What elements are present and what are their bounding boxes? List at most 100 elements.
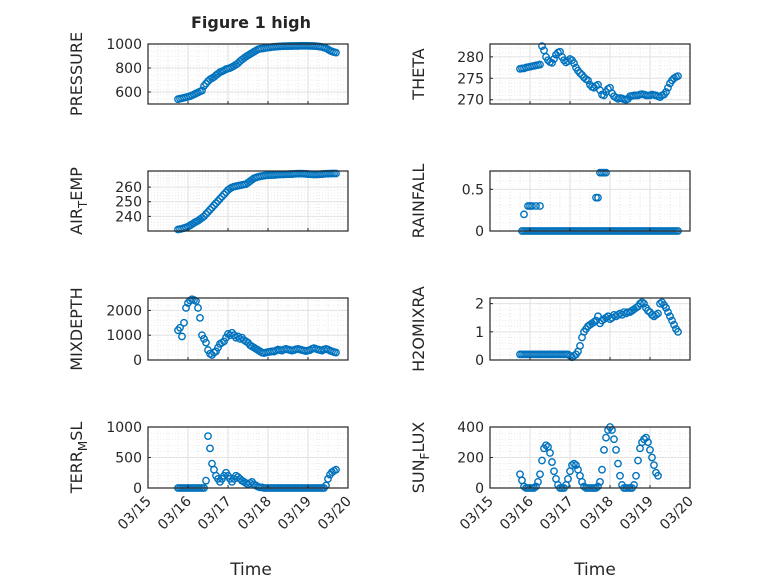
y-tick-label: 0	[133, 481, 142, 497]
data-point	[536, 470, 544, 479]
y-tick-label: 0	[475, 224, 484, 240]
data-point	[220, 337, 228, 346]
data-point	[596, 477, 604, 486]
data-point	[564, 474, 572, 483]
data-point	[670, 320, 678, 329]
subplot-pressure: 600 800 1000 PRESSURE	[67, 32, 349, 116]
data-point	[198, 331, 206, 340]
y-axis-label: TERRMSL	[67, 422, 90, 495]
y-tick-label: 1000	[106, 420, 142, 436]
data-point	[644, 438, 652, 447]
data-point	[550, 467, 558, 476]
x-axis-label-left: Time	[229, 560, 272, 580]
data-point	[520, 210, 528, 219]
data-point	[614, 459, 622, 468]
x-tick-label: 03/16	[497, 493, 537, 533]
data-point	[528, 202, 536, 210]
y-axis-label: AIRTEMP	[67, 167, 90, 235]
data-series	[174, 295, 340, 359]
data-point	[632, 471, 640, 480]
data-point	[538, 42, 546, 51]
data-point	[218, 192, 226, 201]
x-tick-label: 03/18	[235, 494, 275, 534]
data-point	[634, 456, 642, 465]
data-point	[204, 208, 212, 216]
subplot-sun-flux: 0 200 400 03/15 03/16 03/17 03/18 03/19 03/20 SUN…	[409, 420, 697, 533]
y-tick-label: 250	[115, 195, 142, 211]
data-point	[546, 449, 554, 457]
data-point	[578, 477, 586, 486]
data-point	[594, 312, 602, 321]
data-point	[594, 482, 602, 491]
data-point	[550, 55, 558, 63]
x-tick-label: 03/19	[275, 494, 315, 534]
x-tick-label: 03/17	[195, 494, 235, 534]
x-tick-label: 03/15	[115, 494, 155, 534]
data-point	[570, 59, 578, 68]
data-point	[602, 168, 610, 177]
data-point	[332, 48, 340, 57]
data-point	[666, 312, 674, 321]
y-tick-label: 200	[457, 451, 484, 467]
y-tick-label: 2000	[106, 303, 142, 319]
data-point	[204, 432, 212, 441]
data-point	[642, 433, 650, 442]
axes-box	[147, 170, 349, 232]
data-point	[568, 461, 576, 470]
y-tick-label: 400	[457, 420, 484, 436]
data-point	[674, 72, 682, 81]
y-axis-label: MIXDEPTH	[67, 287, 86, 370]
data-point	[214, 197, 222, 205]
y-tick-label: 240	[115, 209, 142, 225]
y-axis-label: SUNFLUX	[409, 422, 432, 494]
data-point	[194, 304, 202, 312]
y-tick-label: 0	[133, 353, 142, 369]
y-tick-label: 275	[457, 71, 484, 87]
data-point	[202, 338, 210, 347]
y-axis-label: THETA	[409, 48, 428, 100]
data-point	[610, 435, 618, 444]
axes-box	[489, 43, 691, 105]
data-point	[534, 477, 542, 486]
data-series	[516, 298, 682, 362]
data-point	[570, 459, 578, 468]
data-point	[646, 445, 654, 454]
data-point	[212, 199, 220, 208]
data-point	[200, 212, 208, 221]
data-point	[594, 193, 602, 202]
data-point	[198, 86, 206, 95]
x-tick-label: 03/15	[457, 494, 497, 534]
y-tick-label: 800	[115, 61, 142, 77]
data-point	[674, 327, 682, 336]
data-point	[662, 303, 670, 312]
y-axis-label: RAINFALL	[409, 164, 428, 239]
data-point	[178, 332, 186, 341]
data-point	[532, 202, 540, 210]
data-point	[216, 194, 224, 203]
data-point	[210, 201, 218, 210]
axes-box	[147, 297, 349, 361]
x-tick-label: 03/17	[537, 494, 577, 534]
x-tick-label: 03/20	[315, 494, 355, 534]
data-point	[664, 83, 672, 92]
axes-box	[489, 170, 691, 232]
x-axis-label-right: Time	[573, 560, 616, 580]
data-point	[542, 441, 550, 450]
subplot-h2omixra: 0 1 2 H2OMIXRA	[409, 286, 691, 372]
data-point	[324, 474, 332, 483]
x-tick-label: 03/20	[657, 494, 697, 534]
data-point	[612, 445, 620, 454]
data-point	[654, 471, 662, 480]
y-tick-label: 500	[115, 451, 142, 467]
data-point	[332, 169, 340, 178]
data-point	[532, 482, 540, 491]
data-point	[654, 309, 662, 318]
data-point	[202, 210, 210, 219]
data-point	[220, 190, 228, 199]
data-point	[584, 76, 592, 85]
axes-box	[489, 297, 691, 361]
y-tick-label: 1000	[106, 328, 142, 344]
x-tick-label: 03/19	[617, 494, 657, 534]
y-tick-label: 0	[475, 481, 484, 497]
data-point	[322, 481, 330, 490]
